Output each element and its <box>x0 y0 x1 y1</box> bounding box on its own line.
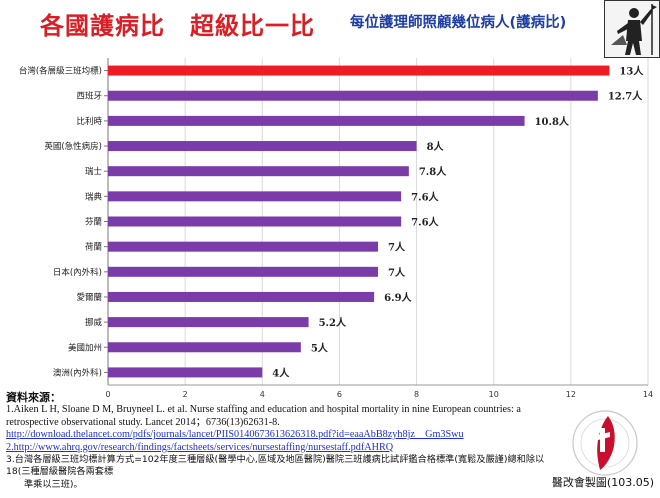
reference-2-link[interactable]: 2.http://www.ahrq.gov/research/findings/… <box>6 441 394 453</box>
x-tick-label-14: 14 <box>643 390 653 399</box>
x-tick-label-10: 10 <box>489 390 499 399</box>
x-tick-label-2: 2 <box>183 390 188 399</box>
bar <box>108 166 409 177</box>
data-label: 5.2人 <box>319 316 347 329</box>
category-label: 愛爾蘭 <box>76 292 102 303</box>
bar <box>108 342 301 353</box>
page-title: 各國護病比 超級比一比 <box>40 11 315 40</box>
bar <box>108 367 263 378</box>
data-label: 7人 <box>388 241 406 254</box>
reference-3-text-cont: 準乘以三班)。 <box>24 478 83 490</box>
data-label: 7.6人 <box>411 190 439 203</box>
x-tick-label-0: 0 <box>105 390 110 399</box>
x-tick-label-12: 12 <box>566 390 576 399</box>
bar <box>108 191 402 202</box>
bar <box>108 141 417 152</box>
bar <box>108 65 610 76</box>
category-label: 台灣(各層級三班均標) <box>19 66 102 77</box>
bar <box>108 266 378 277</box>
references-block: 資料來源： 1.Aiken L H, Sloane D M, Bruyneel … <box>6 391 566 491</box>
data-label: 8人 <box>427 140 445 153</box>
category-label: 英國(急性病房) <box>44 141 102 152</box>
page-subtitle: 每位護理師照顧幾位病人(護病比) <box>350 15 567 31</box>
category-label: 荷蘭 <box>85 242 102 253</box>
reference-1-link[interactable]: http://download.thelancet.com/pdfs/journ… <box>6 429 464 441</box>
bar <box>108 317 309 328</box>
data-label: 5人 <box>311 341 329 354</box>
bar <box>108 291 375 302</box>
category-label: 芬蘭 <box>85 217 102 228</box>
x-tick-label-6: 6 <box>337 390 342 399</box>
reference-1-text: 1.Aiken L H, Sloane D M, Bruyneel L. et … <box>6 404 521 428</box>
x-tick-label-8: 8 <box>414 390 419 399</box>
data-label: 6.9人 <box>384 291 412 304</box>
category-label: 日本(內外科) <box>53 267 102 278</box>
bar <box>108 241 378 252</box>
x-tick-label-4: 4 <box>260 390 265 399</box>
taiwan-healthcare-reform-foundation-emblem-icon <box>570 408 640 478</box>
person-with-banner-icon <box>604 0 660 58</box>
category-label: 比利時 <box>76 116 102 127</box>
data-label: 13人 <box>619 65 644 78</box>
reference-3-text: 3.台灣各層級三班均標計算方式=102年度三種層級(醫學中心,區域及地區醫院)醫… <box>6 454 545 478</box>
bar <box>108 216 402 227</box>
category-label: 西班牙 <box>76 91 102 102</box>
category-label: 挪威 <box>85 317 103 328</box>
chart-credit: 醫改會製圖(103.05) <box>551 476 654 489</box>
data-label: 7.6人 <box>411 216 439 229</box>
data-label: 7.8人 <box>419 165 447 178</box>
references-heading: 資料來源： <box>6 391 61 404</box>
category-label: 瑞典 <box>85 191 103 202</box>
category-label: 瑞士 <box>85 166 103 177</box>
data-label: 12.7人 <box>608 90 643 103</box>
category-label: 澳洲(內外科) <box>53 367 102 378</box>
data-label: 10.8人 <box>535 115 570 128</box>
data-label: 7人 <box>388 266 406 279</box>
category-label: 美國加州 <box>68 342 102 353</box>
bar <box>108 90 598 101</box>
bar <box>108 115 525 126</box>
data-label: 4人 <box>272 366 290 379</box>
